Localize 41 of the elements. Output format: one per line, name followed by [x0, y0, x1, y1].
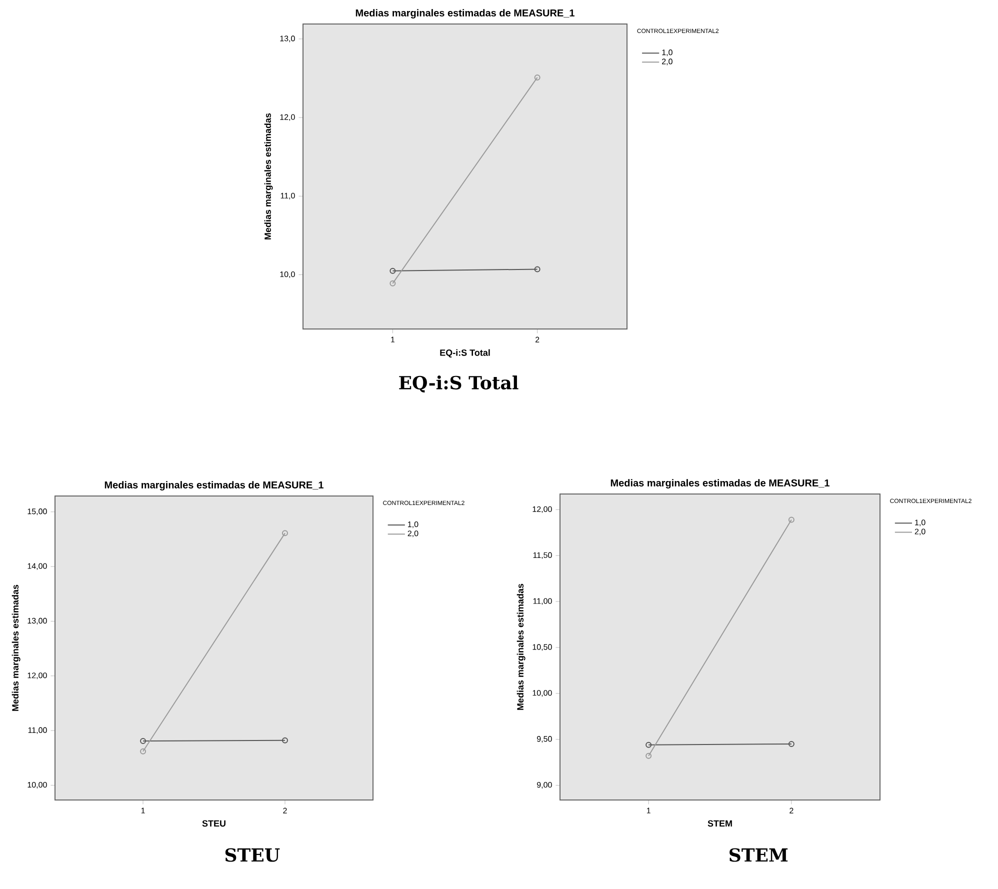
y-tick-label: 11,0 [280, 192, 295, 200]
x-tick-label: 1 [646, 808, 650, 814]
y-tick-label: 13,00 [28, 618, 47, 625]
y-tick-label: 15,00 [28, 508, 47, 516]
y-tick-label: 14,00 [28, 563, 47, 570]
y-tick-label: 12,0 [280, 114, 295, 121]
legend-label: 1,0 [915, 520, 926, 526]
chart-title: Medias marginales estimadas de MEASURE_1 [610, 479, 830, 488]
y-tick-label: 10,0 [280, 271, 295, 278]
legend-label: 2,0 [408, 530, 418, 538]
legend-label: 1,0 [662, 50, 672, 56]
y-tick-label: 9,50 [537, 736, 552, 743]
x-axis-title: STEM [708, 820, 732, 827]
text: EQ-i:S Total [399, 376, 518, 392]
y-axis-title: Medias marginales estimadas [516, 584, 526, 710]
x-tick-label: 1 [141, 808, 145, 814]
legend-label: 2,0 [662, 58, 672, 66]
x-tick-label: 2 [283, 808, 287, 814]
x-axis-title: EQ-i:S Total [440, 349, 490, 358]
y-tick-label: 13,0 [280, 36, 295, 42]
y-axis-title: Medias marginales estimadas [12, 584, 20, 711]
y-tick-label: 10,00 [532, 690, 552, 697]
x-axis-title: STEU [202, 820, 226, 827]
text: STEU [225, 848, 280, 862]
y-tick-label: 12,00 [28, 672, 47, 680]
x-tick-label: 2 [790, 808, 794, 814]
text: STEM [730, 848, 788, 862]
x-tick-label: 1 [391, 336, 395, 342]
chart-title: Medias marginales estimadas de MEASURE_1 [356, 9, 574, 18]
y-tick-label: 10,00 [28, 782, 47, 789]
legend-label: 2,0 [914, 528, 926, 536]
x-tick-label: 2 [536, 336, 540, 342]
y-tick-label: 11,00 [28, 727, 47, 734]
y-tick-label: 9,00 [537, 782, 552, 789]
chart-title: Medias marginales estimadas de MEASURE_1 [104, 481, 324, 490]
y-axis-title: Medias marginales estimadas [264, 113, 273, 240]
y-tick-label: 11,50 [533, 552, 552, 559]
y-tick-label: 10,50 [532, 644, 552, 651]
y-tick-label: 11,00 [533, 598, 552, 605]
legend-label: 1,0 [408, 521, 418, 528]
y-tick-label: 12,00 [532, 506, 552, 513]
